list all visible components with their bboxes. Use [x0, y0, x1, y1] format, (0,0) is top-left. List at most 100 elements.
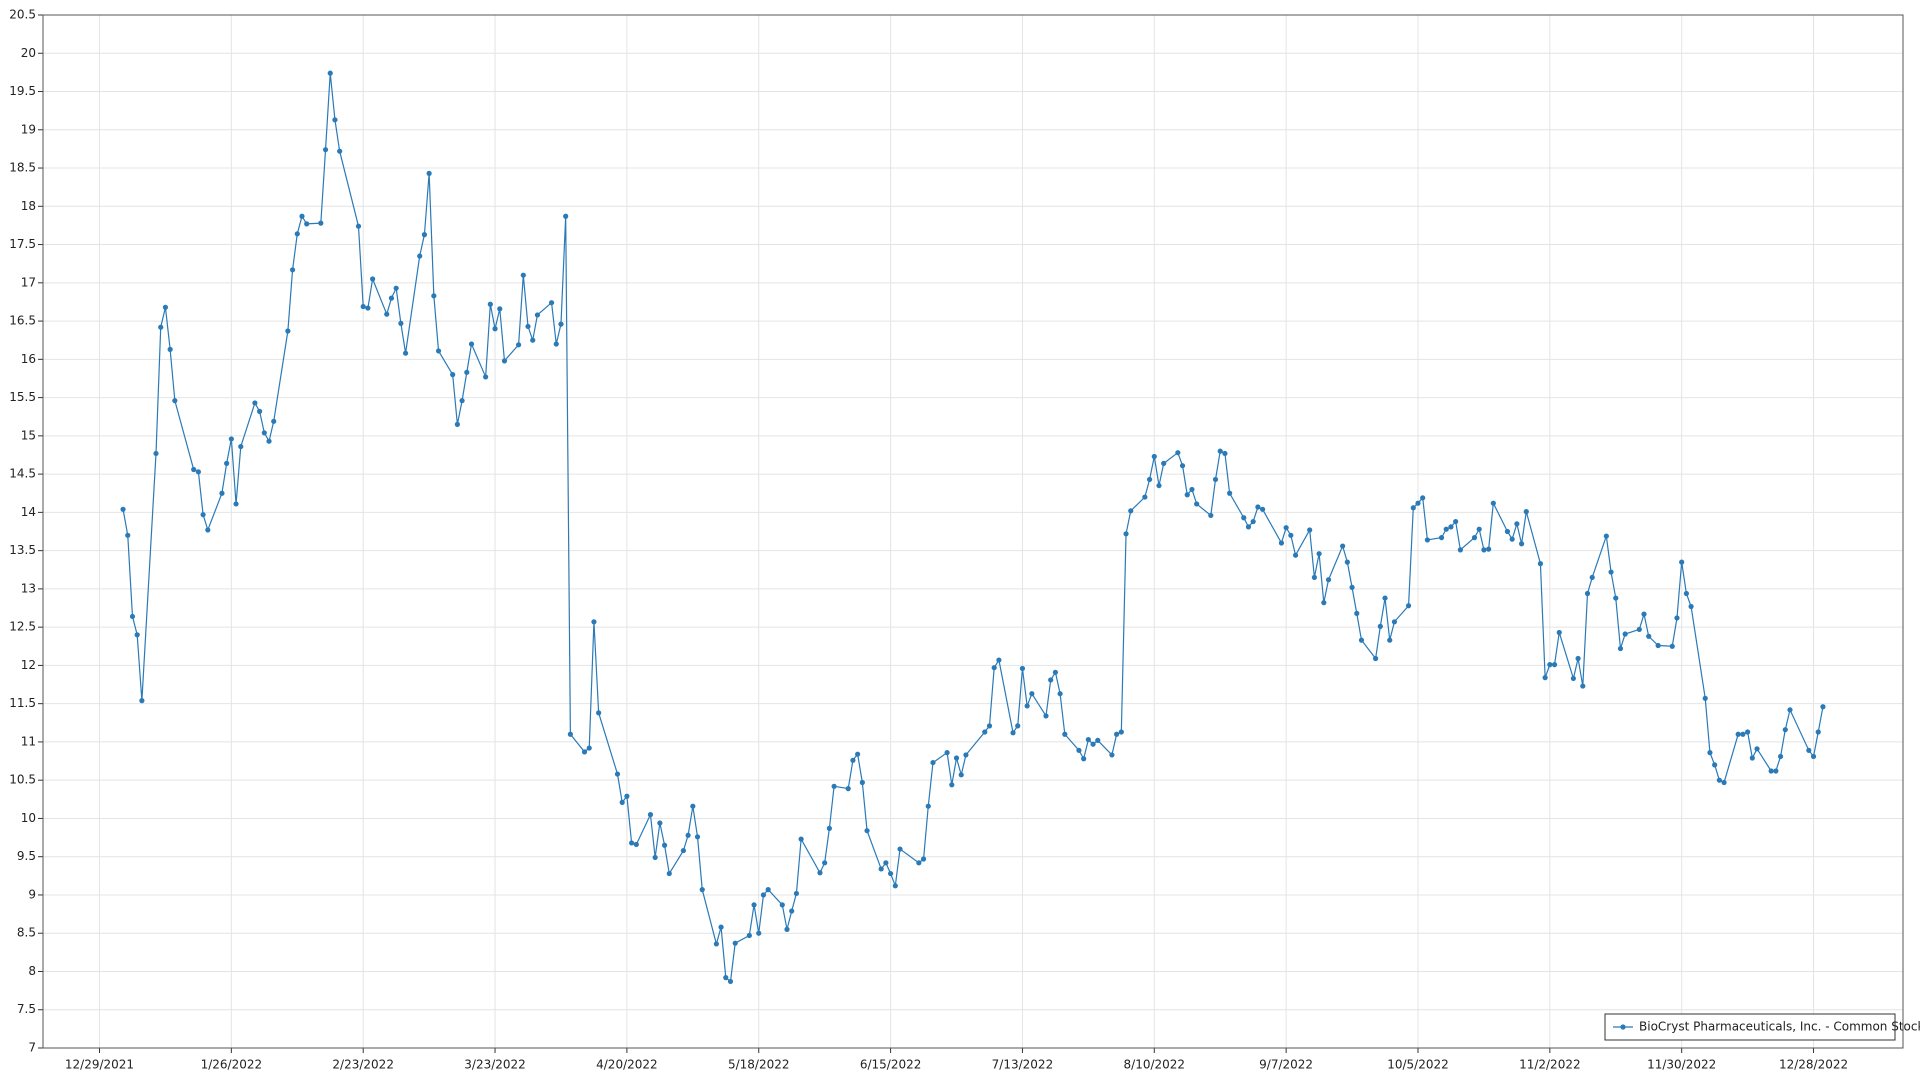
data-point — [388, 295, 395, 301]
data-point — [421, 232, 428, 238]
data-point — [1551, 662, 1558, 668]
data-point — [1617, 645, 1624, 652]
data-point — [1589, 574, 1595, 581]
data-point — [1307, 527, 1313, 533]
data-point — [426, 170, 432, 176]
data-point — [1288, 532, 1294, 538]
data-point — [732, 940, 738, 946]
data-point — [1641, 611, 1647, 617]
data-point — [1820, 704, 1826, 710]
data-point — [789, 908, 795, 914]
data-point — [125, 532, 131, 538]
data-point — [1768, 768, 1774, 774]
data-point — [454, 421, 460, 427]
data-point — [793, 890, 800, 897]
data-point — [1081, 756, 1087, 762]
data-point — [1340, 543, 1346, 549]
data-point — [1015, 723, 1021, 729]
y-tick-label: 20.5 — [9, 8, 36, 22]
data-point — [1782, 727, 1788, 733]
data-point — [1674, 615, 1680, 621]
data-point — [398, 320, 404, 326]
data-point — [1048, 677, 1054, 683]
data-point — [120, 506, 126, 512]
data-point — [1255, 504, 1261, 510]
data-point — [450, 372, 456, 378]
data-point — [497, 306, 503, 312]
data-point — [1580, 683, 1586, 689]
data-point — [1373, 655, 1379, 662]
y-tick-label: 11 — [21, 734, 36, 748]
data-point — [798, 836, 804, 842]
data-point — [1184, 492, 1190, 498]
data-point — [1777, 753, 1784, 760]
data-point — [1076, 747, 1082, 753]
data-point — [299, 213, 305, 219]
y-tick-label: 12 — [21, 658, 36, 672]
data-point — [996, 657, 1002, 663]
x-tick-label: 9/7/2022 — [1259, 1058, 1313, 1072]
data-point — [629, 840, 635, 846]
data-point — [920, 856, 927, 862]
data-point — [1815, 729, 1821, 735]
data-point — [991, 665, 997, 671]
legend: BioCryst Pharmaceuticals, Inc. - Common … — [1604, 1013, 1920, 1041]
data-point — [431, 293, 437, 299]
data-point — [694, 834, 701, 840]
y-tick-label: 20 — [21, 46, 36, 60]
data-point — [1721, 779, 1727, 786]
data-point — [1222, 450, 1228, 457]
data-point — [1608, 569, 1614, 575]
data-point — [751, 902, 757, 908]
y-tick-label: 17.5 — [9, 237, 36, 251]
data-point — [953, 755, 960, 761]
data-point — [337, 148, 343, 154]
data-point — [1250, 518, 1256, 525]
data-point — [322, 147, 329, 153]
data-point — [1161, 460, 1167, 466]
x-tick-label: 1/26/2022 — [201, 1058, 263, 1072]
data-point — [1146, 476, 1153, 483]
data-point — [581, 749, 588, 755]
data-point — [1259, 506, 1266, 512]
data-point — [1128, 508, 1134, 514]
data-point — [944, 750, 950, 756]
data-point — [765, 887, 771, 893]
data-point — [1712, 762, 1718, 768]
data-point — [492, 326, 498, 332]
data-point — [1325, 577, 1332, 583]
data-point — [1537, 561, 1544, 567]
data-point — [930, 759, 936, 766]
data-point — [883, 860, 889, 866]
data-point — [1486, 546, 1492, 552]
legend-marker — [1620, 1024, 1626, 1030]
data-point — [224, 460, 230, 466]
data-point — [384, 311, 390, 317]
data-point — [318, 220, 324, 226]
data-point — [949, 782, 955, 788]
data-point — [1278, 540, 1285, 546]
data-point — [1118, 729, 1124, 735]
data-point — [1453, 518, 1459, 525]
data-point — [129, 613, 136, 620]
data-point — [534, 312, 541, 318]
data-point — [690, 803, 696, 809]
data-point — [558, 321, 564, 327]
data-point — [191, 466, 197, 473]
data-point — [1245, 524, 1252, 530]
data-point — [685, 832, 691, 838]
y-tick-label: 10 — [21, 811, 36, 825]
data-point — [1156, 482, 1162, 489]
data-point — [1438, 535, 1445, 541]
data-point — [614, 771, 621, 777]
y-tick-label: 12.5 — [9, 620, 36, 634]
data-point — [1740, 731, 1746, 737]
data-point — [746, 932, 752, 939]
data-point — [1490, 500, 1496, 506]
data-point — [699, 887, 705, 893]
data-point — [864, 828, 870, 834]
x-tick-label: 12/29/2021 — [65, 1058, 134, 1072]
data-point — [897, 846, 903, 852]
y-tick-label: 18 — [21, 199, 36, 213]
